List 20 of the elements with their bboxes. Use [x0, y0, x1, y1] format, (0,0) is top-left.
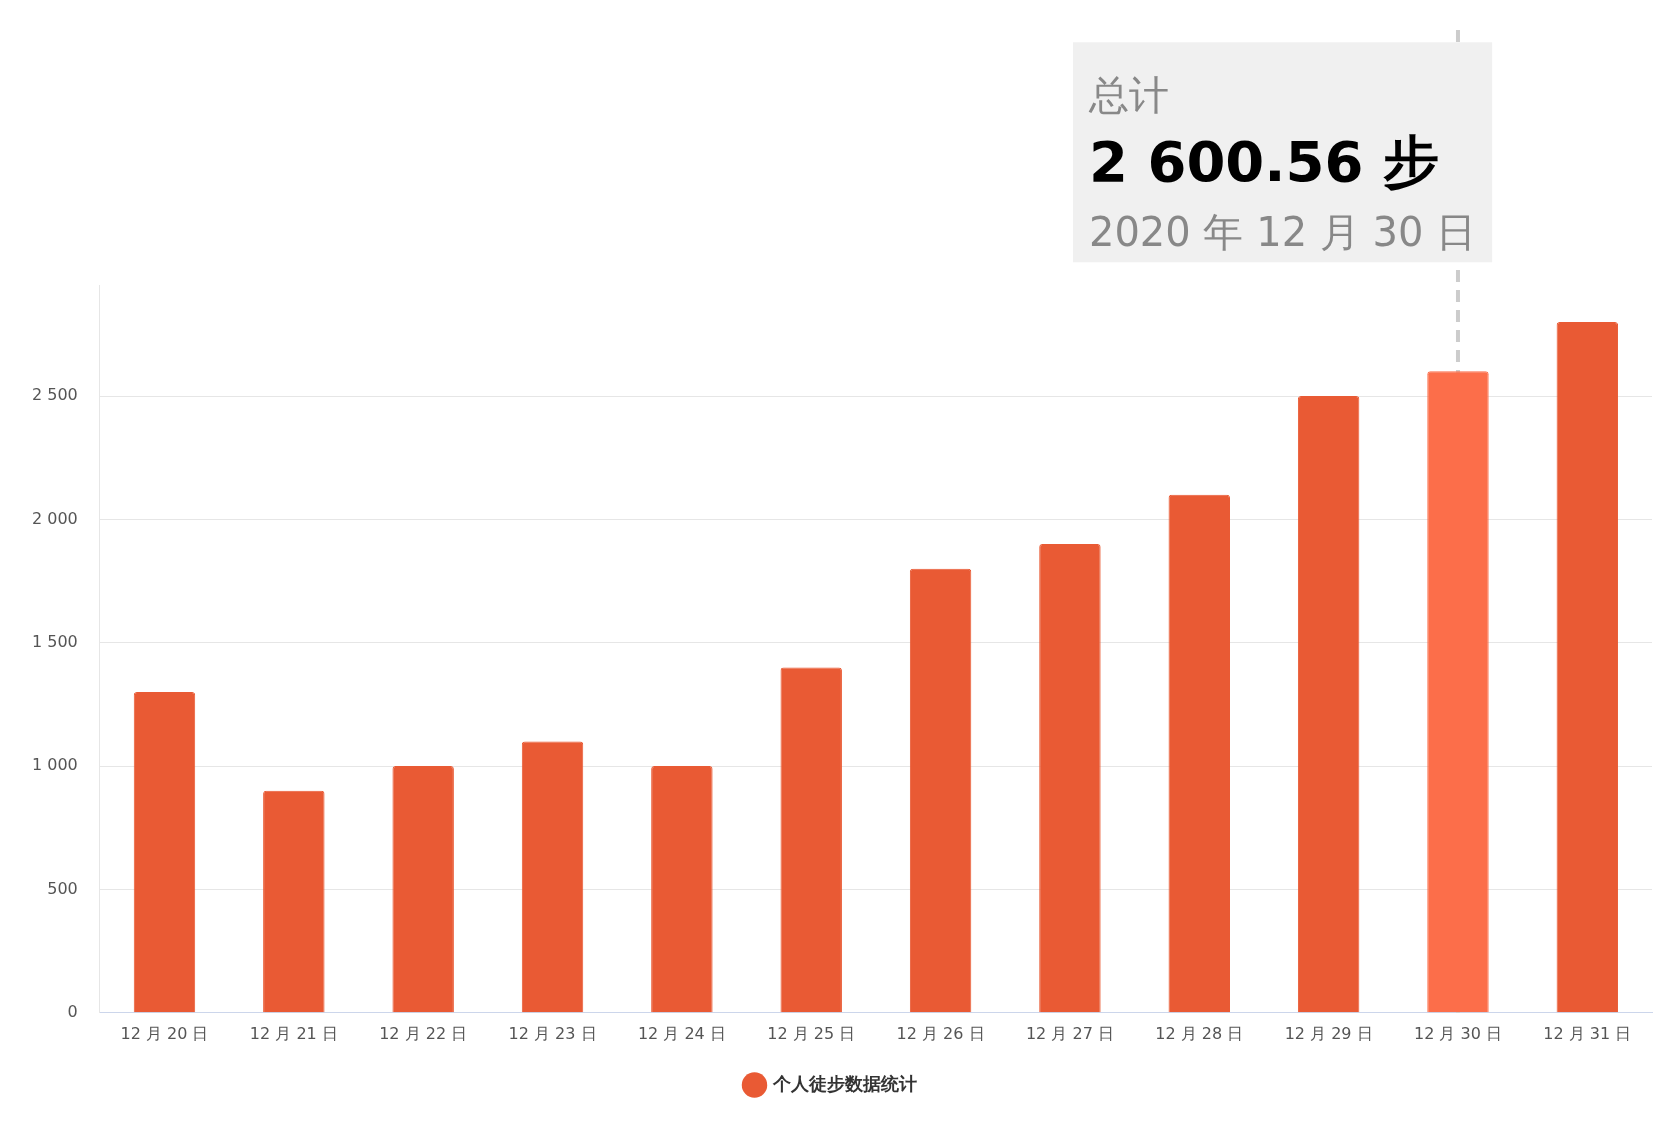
- y-tick-label: 500: [47, 878, 78, 898]
- x-tick-label: 12 月 23 日: [508, 1023, 597, 1043]
- y-tick-label: 0: [67, 1001, 78, 1021]
- x-tick-label: 12 月 22 日: [379, 1023, 468, 1043]
- x-tick-label: 12 月 21 日: [249, 1023, 338, 1043]
- x-tick-label: 12 月 31 日: [1543, 1023, 1632, 1043]
- legend-label: 个人徒步数据统计: [771, 1072, 917, 1094]
- x-tick-label: 12 月 27 日: [1025, 1023, 1114, 1043]
- x-tick-label: 12 月 30 日: [1413, 1023, 1502, 1043]
- x-tick-label: 12 月 26 日: [896, 1023, 985, 1043]
- x-tick-label: 12 月 25 日: [767, 1023, 856, 1043]
- annotation: 总计 2 600.56 步 2020 年 12 月 30 日: [1087, 72, 1477, 256]
- x-tick-label: 12 月 28 日: [1155, 1023, 1244, 1043]
- y-tick-label: 1 500: [31, 631, 78, 651]
- x-tick-label: 12 月 20 日: [120, 1023, 209, 1043]
- y-tick-label: 1 000: [31, 755, 78, 775]
- y-tick-label: 2 500: [31, 385, 78, 405]
- x-tick-label: 12 月 24 日: [637, 1023, 726, 1043]
- x-tick-label: 12 月 29 日: [1284, 1023, 1373, 1043]
- y-tick-label: 2 000: [31, 508, 78, 528]
